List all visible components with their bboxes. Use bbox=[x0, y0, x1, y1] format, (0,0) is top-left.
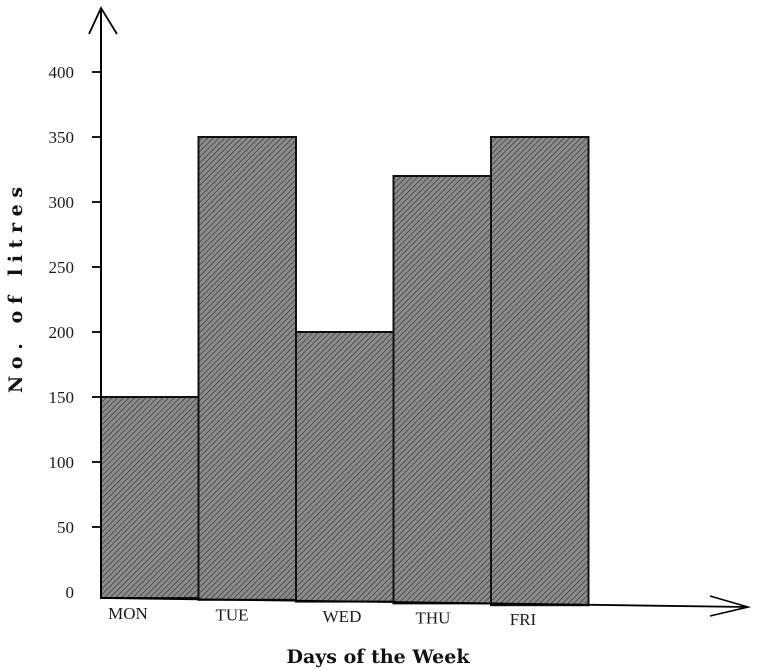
x-axis-arrowhead bbox=[709, 595, 752, 617]
bar-thu bbox=[392, 175, 492, 605]
x-axis-category-labels: MON TUE WED THU FRI bbox=[108, 604, 536, 629]
y-tick-label-350: 350 bbox=[49, 128, 75, 147]
x-axis-line bbox=[100, 597, 749, 608]
bar-mon bbox=[100, 396, 200, 599]
y-tick-label-300: 300 bbox=[49, 193, 75, 212]
y-tick-label-150: 150 bbox=[49, 388, 75, 407]
x-tick-label-thu: THU bbox=[416, 609, 451, 628]
bar-fri bbox=[490, 136, 590, 607]
x-tick-label-fri: FRI bbox=[510, 610, 537, 629]
y-tick-label-400: 400 bbox=[49, 63, 75, 82]
x-tick-label-tue: TUE bbox=[215, 606, 248, 625]
y-tick-label-100: 100 bbox=[49, 453, 75, 472]
x-axis-title: Days of the Week bbox=[286, 646, 470, 668]
y-axis-arrowhead bbox=[88, 6, 118, 35]
y-tick-label-200: 200 bbox=[49, 323, 75, 342]
bar-wed bbox=[295, 331, 395, 603]
y-tick-label-50: 50 bbox=[57, 518, 74, 537]
bar-tue bbox=[197, 136, 297, 601]
x-tick-label-wed: WED bbox=[323, 607, 362, 626]
y-tick-label-250: 250 bbox=[49, 258, 75, 277]
y-axis-ticks: 0 50 100 150 200 250 300 350 400 bbox=[49, 63, 101, 602]
y-tick-label-0: 0 bbox=[66, 583, 75, 602]
x-tick-label-mon: MON bbox=[108, 604, 148, 623]
bars-group bbox=[100, 136, 590, 607]
y-axis-title: N o . o f l i t r e s bbox=[5, 187, 27, 393]
